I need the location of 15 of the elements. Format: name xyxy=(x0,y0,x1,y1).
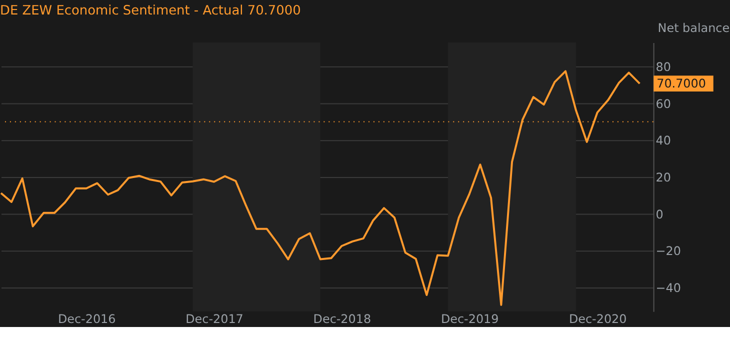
y-tick-label: 60 xyxy=(656,96,672,111)
y-axis-title: Net balance xyxy=(658,21,730,36)
x-tick-label: Dec-2019 xyxy=(440,312,499,326)
y-tick-label: −40 xyxy=(656,280,682,295)
x-tick-label: Dec-2020 xyxy=(568,312,627,326)
y-tick-label: 80 xyxy=(656,60,672,74)
chart-title: DE ZEW Economic Sentiment - Actual 70.7000 xyxy=(0,4,301,19)
x-tick-label: Dec-2016 xyxy=(58,312,116,326)
y-tick-label: 0 xyxy=(656,207,664,222)
x-tick-label: Dec-2018 xyxy=(313,312,372,326)
y-tick-label: 40 xyxy=(656,134,672,148)
y-tick-label: −20 xyxy=(656,244,682,258)
x-tick-label: Dec-2017 xyxy=(186,312,244,326)
annotation: 70.7000 xyxy=(656,76,706,91)
y-tick-label: 20 xyxy=(656,170,672,184)
